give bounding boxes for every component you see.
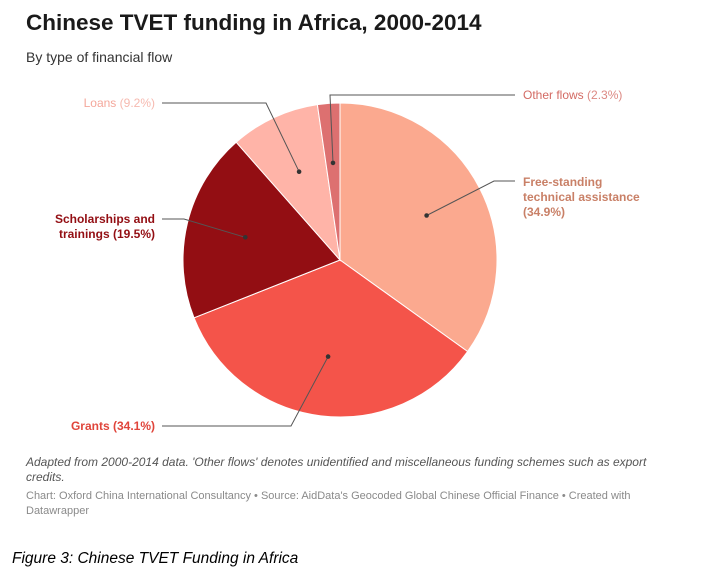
- chart-subtitle: By type of financial flow: [26, 49, 173, 65]
- pie-slice-other-flows: [316, 102, 341, 261]
- leader-dot-scholarships-and-trainings: [243, 235, 248, 240]
- slice-label-scholarships-and-trainings: Scholarships and trainings (19.5%): [55, 212, 155, 241]
- leader-line-free-standing-technical-assistance: [426, 180, 515, 216]
- leader-line-other-flows: [329, 94, 515, 163]
- leader-line-loans: [162, 102, 300, 172]
- leader-dot-grants: [325, 354, 331, 359]
- chart-credit: Chart: Oxford China International Consul…: [26, 490, 631, 517]
- chart-title: Chinese TVET funding in Africa, 2000-201…: [26, 10, 482, 35]
- leader-dot-other-flows: [330, 160, 336, 166]
- figure-caption: Figure 3: Chinese TVET Funding in Africa: [12, 550, 299, 567]
- slice-label-free-standing-technical-assistance: Free-standing technical assistance (34.9%): [523, 175, 640, 219]
- leader-line-scholarships-and-trainings: [162, 218, 246, 238]
- pie-slice-loans: [235, 104, 341, 262]
- pie-chart: Free-standing technical assistance (34.9%)…: [55, 88, 640, 433]
- slice-label-loans: Loans (9.2%): [84, 96, 155, 110]
- pie-slice-grants: [193, 259, 469, 418]
- pie-slice-scholarships-and-trainings: [182, 141, 341, 319]
- chart-note: Adapted from 2000-2014 data. 'Other flow…: [26, 455, 647, 484]
- slice-label-grants: Grants (34.1%): [71, 419, 155, 433]
- slice-label-other-flows: Other flows (2.3%): [523, 88, 622, 102]
- leader-dot-loans: [296, 169, 302, 174]
- leader-line-grants: [162, 356, 329, 427]
- leader-dot-free-standing-technical-assistance: [424, 213, 429, 218]
